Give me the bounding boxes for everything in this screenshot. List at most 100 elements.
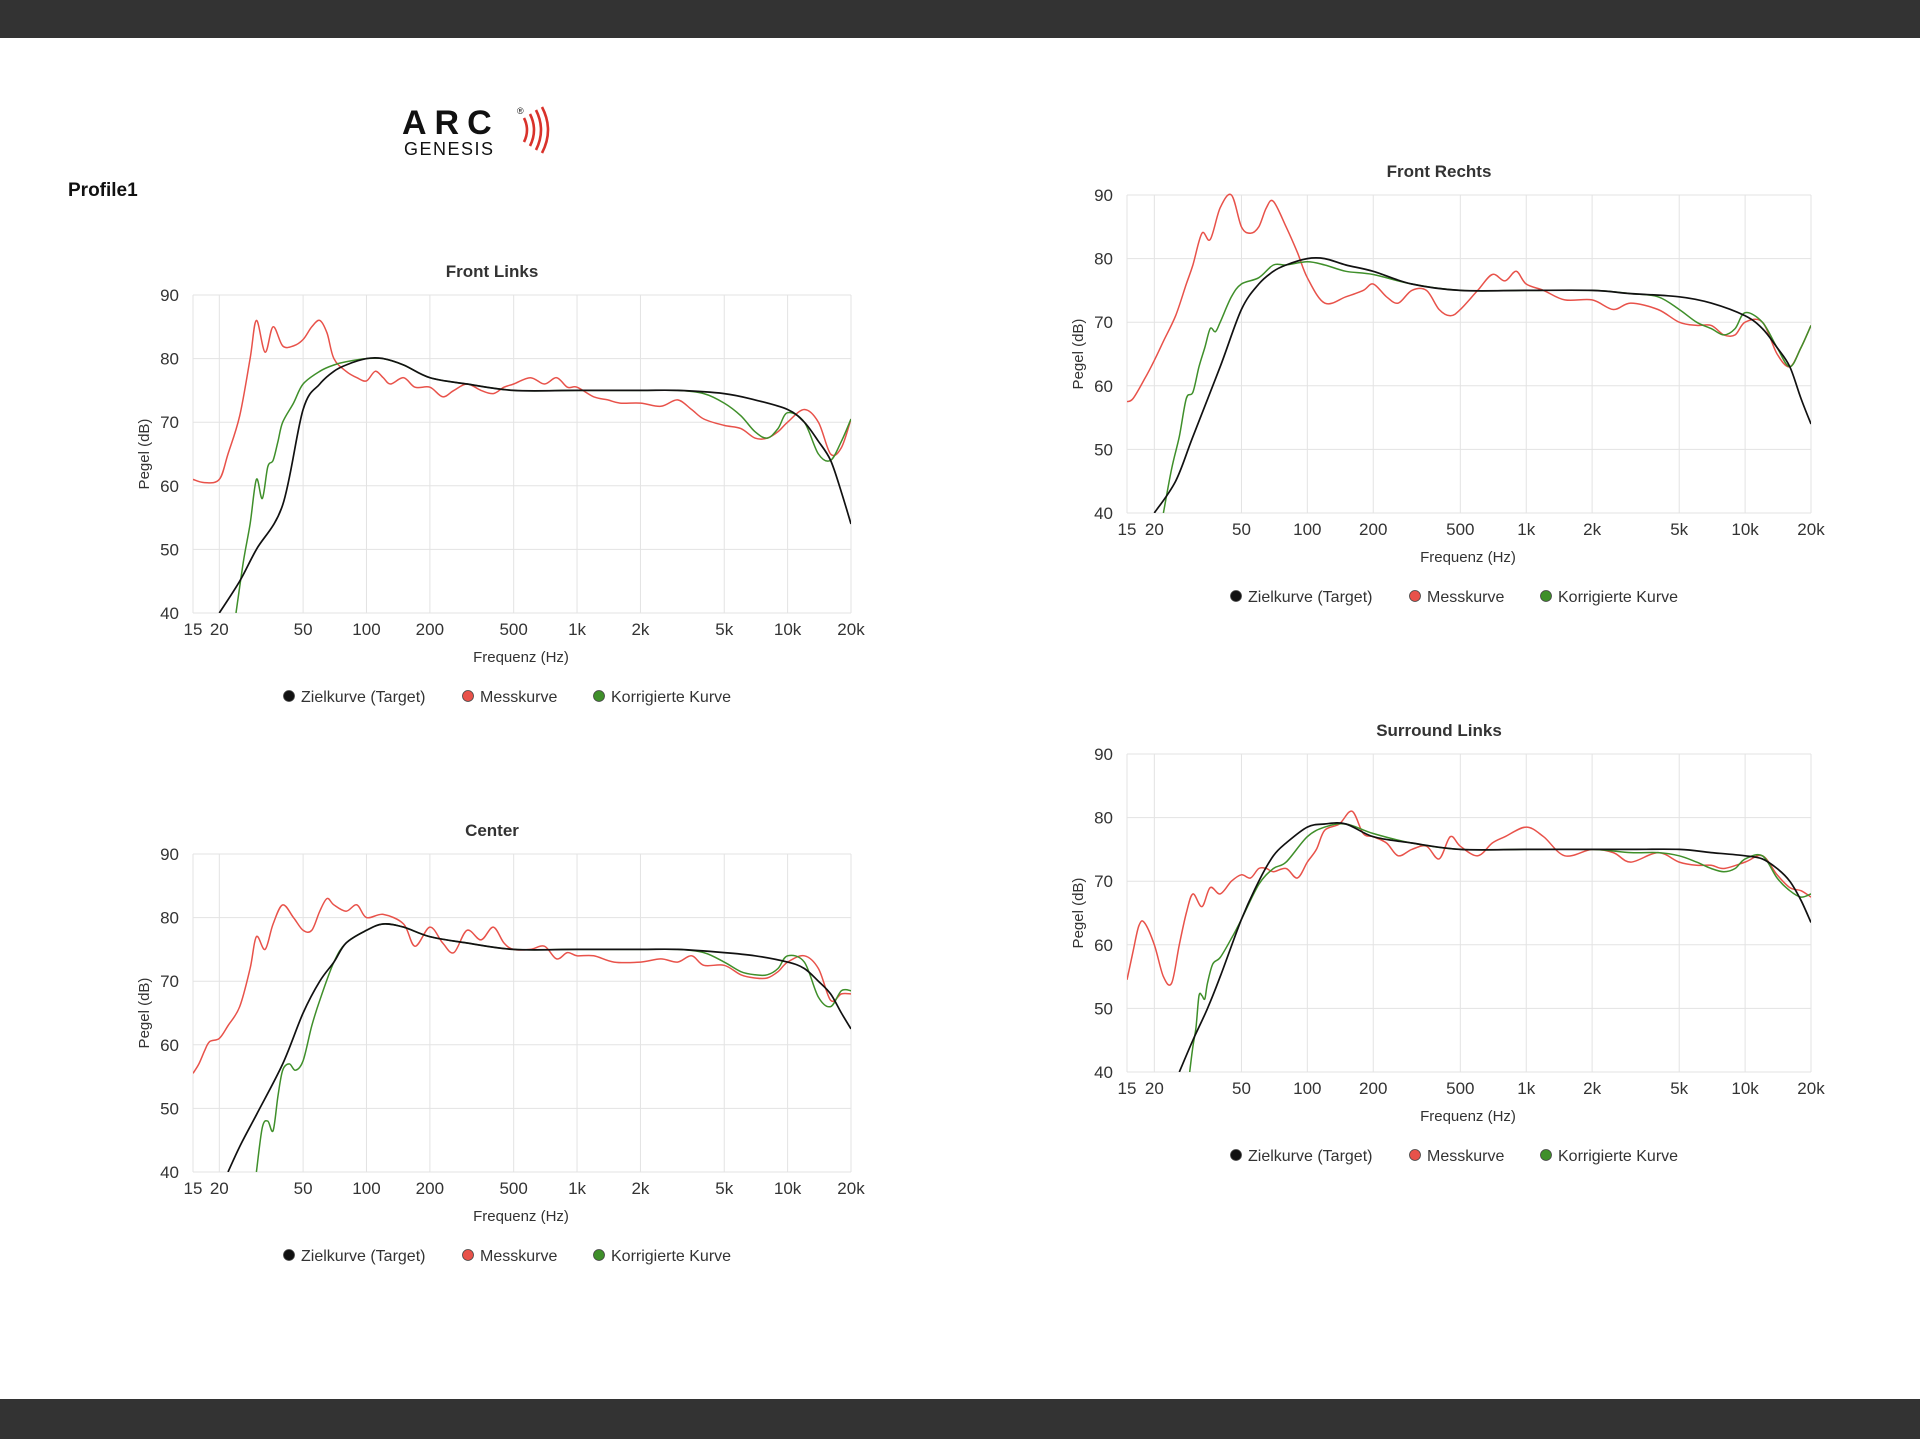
legend-marker-target bbox=[1230, 590, 1242, 602]
x-tick-label: 500 bbox=[499, 620, 527, 639]
y-tick-label: 90 bbox=[160, 845, 179, 864]
legend-label-target: Zielkurve (Target) bbox=[301, 1248, 425, 1265]
x-tick-label: 2k bbox=[1583, 520, 1601, 539]
legend-marker-measured bbox=[1409, 590, 1421, 602]
y-tick-label: 60 bbox=[1094, 936, 1113, 955]
x-axis-title: Frequenz (Hz) bbox=[473, 649, 569, 666]
x-tick-label: 20k bbox=[837, 1179, 865, 1198]
x-tick-label: 20k bbox=[837, 620, 865, 639]
chart-front-rechts: Front Rechts 15 20 50 100 200 500 1k 2k 5k 10k 20k 4… bbox=[1070, 162, 1825, 606]
x-tick-label: 10k bbox=[774, 1179, 802, 1198]
legend-marker-corrected bbox=[593, 690, 605, 702]
y-tick-label: 80 bbox=[160, 909, 179, 928]
legend-label-target: Zielkurve (Target) bbox=[301, 689, 425, 706]
y-tick-label: 90 bbox=[1094, 186, 1113, 205]
x-tick-label: 20k bbox=[1797, 520, 1825, 539]
y-tick-label: 40 bbox=[1094, 504, 1113, 523]
chart-title: Surround Links bbox=[1376, 721, 1502, 740]
corrected-line bbox=[255, 923, 851, 1172]
legend-label-corrected: Korrigierte Kurve bbox=[1558, 1148, 1678, 1165]
y-tick-label: 60 bbox=[160, 477, 179, 496]
legend-label-target: Zielkurve (Target) bbox=[1248, 589, 1372, 606]
x-tick-label: 15 bbox=[184, 620, 203, 639]
legend-marker-target bbox=[1230, 1149, 1242, 1161]
legend-marker-corrected bbox=[1540, 1149, 1552, 1161]
x-tick-label: 20 bbox=[210, 620, 229, 639]
legend-label-corrected: Korrigierte Kurve bbox=[611, 689, 731, 706]
target-line bbox=[218, 356, 851, 613]
measured-line bbox=[1127, 810, 1811, 986]
x-tick-label: 500 bbox=[1446, 520, 1474, 539]
chart-title: Front Links bbox=[446, 262, 539, 281]
x-tick-label: 20 bbox=[210, 1179, 229, 1198]
x-tick-label: 200 bbox=[1359, 1079, 1387, 1098]
y-axis-title: Pegel (dB) bbox=[1070, 319, 1087, 390]
y-tick-label: 80 bbox=[160, 350, 179, 369]
x-tick-label: 10k bbox=[774, 620, 802, 639]
x-tick-label: 5k bbox=[1670, 520, 1688, 539]
legend-label-corrected: Korrigierte Kurve bbox=[611, 1248, 731, 1265]
x-tick-label: 50 bbox=[1232, 1079, 1251, 1098]
y-tick-label: 70 bbox=[160, 413, 179, 432]
y-axis-title: Pegel (dB) bbox=[136, 419, 153, 490]
y-tick-label: 70 bbox=[1094, 313, 1113, 332]
sound-waves-icon bbox=[522, 106, 550, 154]
y-tick-label: 50 bbox=[1094, 440, 1113, 459]
profile-title: Profile1 bbox=[68, 180, 138, 201]
x-tick-label: 15 bbox=[1118, 520, 1137, 539]
legend-label-target: Zielkurve (Target) bbox=[1248, 1148, 1372, 1165]
y-tick-label: 50 bbox=[160, 1099, 179, 1118]
x-tick-label: 1k bbox=[568, 620, 586, 639]
x-tick-label: 50 bbox=[294, 1179, 313, 1198]
legend-marker-target bbox=[283, 690, 295, 702]
legend-label-measured: Messkurve bbox=[1427, 1148, 1504, 1165]
x-tick-label: 500 bbox=[1446, 1079, 1474, 1098]
legend-marker-corrected bbox=[593, 1249, 605, 1261]
x-tick-label: 50 bbox=[294, 620, 313, 639]
y-tick-label: 80 bbox=[1094, 250, 1113, 269]
y-axis-title: Pegel (dB) bbox=[136, 978, 153, 1049]
x-tick-label: 20 bbox=[1145, 1079, 1164, 1098]
x-tick-label: 2k bbox=[1583, 1079, 1601, 1098]
bottom-bar bbox=[0, 1399, 1920, 1439]
x-tick-label: 200 bbox=[416, 1179, 444, 1198]
y-tick-label: 60 bbox=[160, 1036, 179, 1055]
y-tick-label: 50 bbox=[160, 540, 179, 559]
x-tick-label: 200 bbox=[1359, 520, 1387, 539]
x-tick-label: 5k bbox=[1670, 1079, 1688, 1098]
logo-main: ARC bbox=[402, 104, 500, 142]
legend-marker-target bbox=[283, 1249, 295, 1261]
legend-label-measured: Messkurve bbox=[1427, 589, 1504, 606]
chart-surround-links: Surround Links 15 20 50 100 200 500 1k 2k 5k 10k 20… bbox=[1070, 721, 1825, 1165]
measured-line bbox=[193, 319, 851, 484]
x-tick-label: 5k bbox=[715, 620, 733, 639]
y-tick-label: 90 bbox=[160, 286, 179, 305]
target-line bbox=[227, 923, 851, 1172]
y-tick-label: 40 bbox=[160, 604, 179, 623]
chart-center: Center 15 20 50 100 200 500 1k 2k 5k 10k 20k 40 50 60 7… bbox=[136, 821, 865, 1265]
x-tick-label: 100 bbox=[1293, 520, 1321, 539]
x-tick-label: 15 bbox=[1118, 1079, 1137, 1098]
legend-marker-measured bbox=[462, 1249, 474, 1261]
legend-label-measured: Messkurve bbox=[480, 689, 557, 706]
chart-title: Center bbox=[465, 821, 519, 840]
logo-sub: GENESIS bbox=[404, 139, 495, 159]
x-tick-label: 500 bbox=[499, 1179, 527, 1198]
x-tick-label: 2k bbox=[631, 620, 649, 639]
y-tick-label: 40 bbox=[160, 1163, 179, 1182]
measured-line bbox=[1127, 193, 1811, 403]
x-tick-label: 100 bbox=[352, 620, 380, 639]
y-tick-label: 70 bbox=[1094, 872, 1113, 891]
x-tick-label: 15 bbox=[184, 1179, 203, 1198]
x-tick-label: 50 bbox=[1232, 520, 1251, 539]
y-tick-label: 70 bbox=[160, 972, 179, 991]
x-tick-label: 1k bbox=[1517, 1079, 1535, 1098]
y-axis-title: Pegel (dB) bbox=[1070, 878, 1087, 949]
x-tick-label: 20 bbox=[1145, 520, 1164, 539]
x-tick-label: 100 bbox=[352, 1179, 380, 1198]
y-tick-label: 60 bbox=[1094, 377, 1113, 396]
legend-label-corrected: Korrigierte Kurve bbox=[1558, 589, 1678, 606]
x-tick-label: 10k bbox=[1731, 520, 1759, 539]
top-bar bbox=[0, 0, 1920, 38]
x-tick-label: 1k bbox=[568, 1179, 586, 1198]
